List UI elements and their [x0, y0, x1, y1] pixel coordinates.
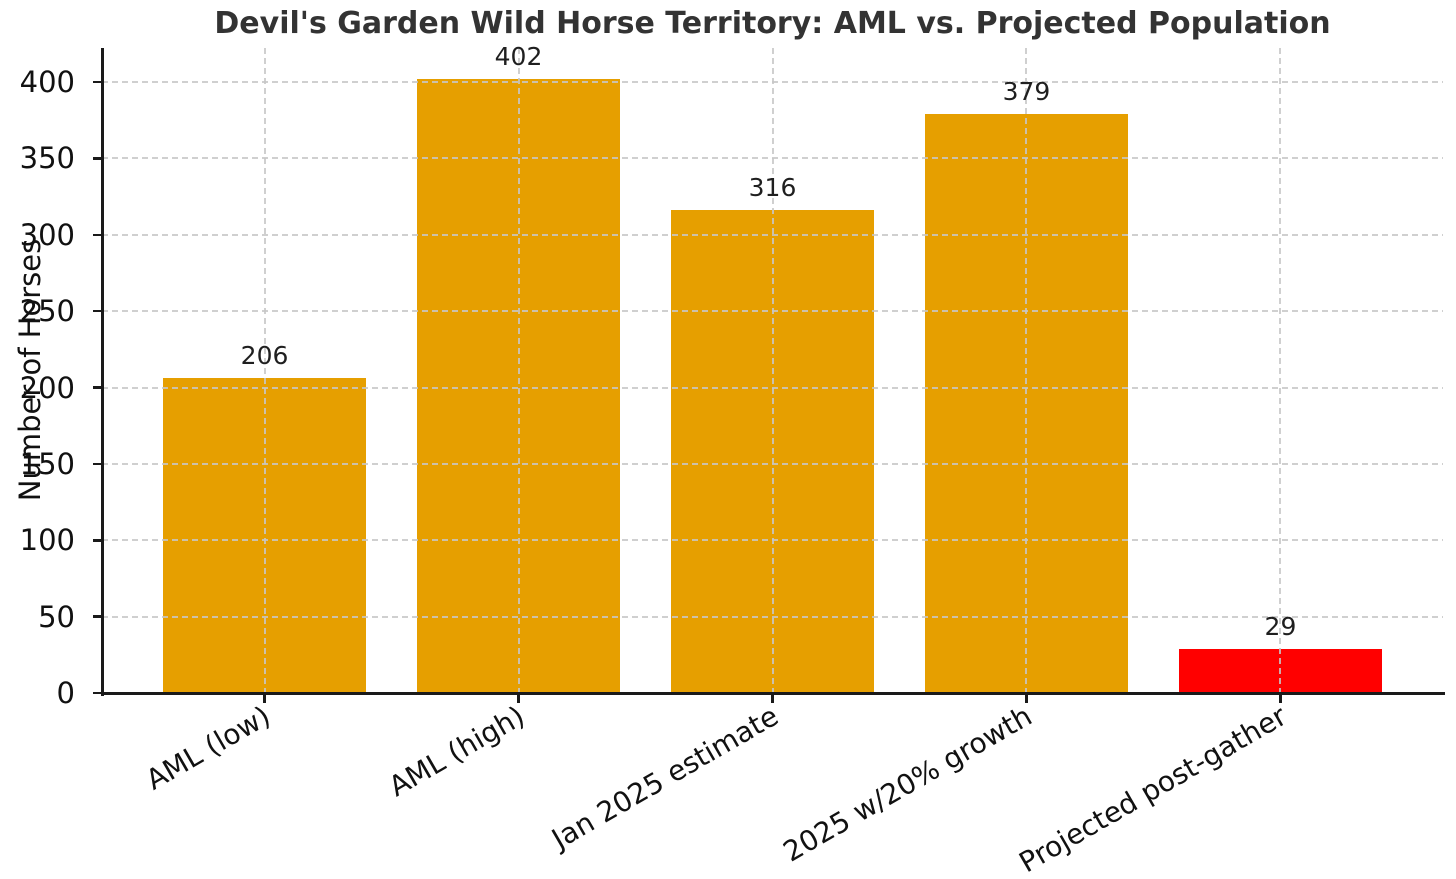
- x-tick-label-0: AML (low): [140, 699, 277, 797]
- x-tick-0: [263, 694, 266, 703]
- y-tick-350: [92, 157, 101, 160]
- y-tick-label-0: 0: [56, 676, 75, 710]
- bar-value-label-0: 206: [240, 341, 289, 371]
- bar-value-label-1: 402: [494, 41, 543, 71]
- y-tick-label-150: 150: [19, 446, 75, 481]
- y-tick-250: [92, 309, 101, 313]
- gridline-x-4: [1279, 48, 1282, 693]
- y-tick-label-50: 50: [38, 599, 75, 634]
- y-tick-label-350: 350: [19, 141, 75, 176]
- gridline-x-1: [517, 48, 520, 693]
- bar-value-label-4: 29: [1264, 611, 1297, 641]
- x-tick-label-1: AML (high): [383, 699, 531, 804]
- gridline-x-0: [263, 48, 266, 693]
- y-tick-label-250: 250: [19, 294, 75, 329]
- gridline-x-3: [1025, 48, 1028, 693]
- y-tick-label-200: 200: [19, 370, 75, 405]
- y-tick-label-100: 100: [19, 523, 75, 558]
- x-tick-2: [771, 694, 774, 703]
- chart-title: Devil's Garden Wild Horse Territory: AML…: [214, 6, 1331, 41]
- bar-value-label-3: 379: [1002, 77, 1051, 107]
- y-tick-label-300: 300: [19, 217, 75, 252]
- y-tick-100: [92, 539, 101, 542]
- bar-value-label-2: 316: [748, 173, 797, 203]
- y-tick-300: [92, 233, 101, 236]
- x-tick-3: [1025, 694, 1028, 703]
- y-tick-200: [92, 386, 101, 389]
- x-tick-4: [1279, 694, 1282, 703]
- gridline-x-2: [771, 48, 774, 693]
- x-tick-label-2: Jan 2025 estimate: [546, 699, 784, 856]
- x-tick-label-4: Projected post-gather: [1013, 699, 1292, 879]
- y-tick-50: [92, 615, 101, 618]
- y-tick-label-400: 400: [19, 65, 75, 99]
- x-tick-1: [517, 694, 520, 703]
- y-tick-0: [92, 691, 101, 695]
- x-axis-spine: [100, 691, 1445, 695]
- y-tick-150: [92, 462, 101, 466]
- y-tick-400: [92, 80, 101, 84]
- x-tick-label-3: 2025 w/20% growth: [778, 699, 1038, 869]
- y-axis-spine: [100, 48, 104, 696]
